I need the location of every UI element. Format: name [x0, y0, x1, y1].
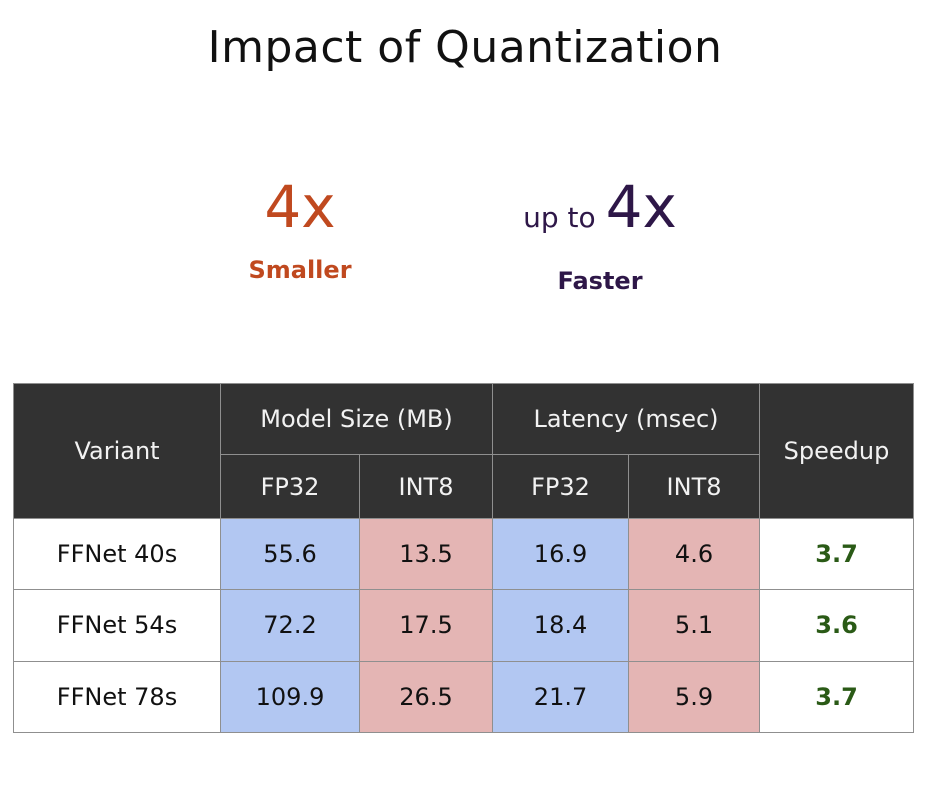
size-fp32-cell: 72.2 — [221, 590, 360, 661]
quantization-table: Variant Model Size (MB) Latency (msec) S… — [13, 383, 914, 733]
smaller-value: 4x — [200, 172, 400, 242]
header-latency: Latency (msec) — [493, 384, 760, 455]
size-int8-cell: 26.5 — [360, 661, 493, 732]
header-row-top: Variant Model Size (MB) Latency (msec) S… — [14, 384, 914, 455]
smaller-stat: 4x Smaller — [200, 172, 400, 284]
latency-fp32-cell: 16.9 — [493, 519, 629, 590]
speedup-cell: 3.7 — [760, 519, 914, 590]
variant-cell: FFNet 78s — [14, 661, 221, 732]
faster-prefix: up to — [523, 201, 596, 234]
table-row: FFNet 54s 72.2 17.5 18.4 5.1 3.6 — [14, 590, 914, 661]
size-fp32-cell: 55.6 — [221, 519, 360, 590]
header-size-fp32: FP32 — [221, 455, 360, 519]
header-model-size: Model Size (MB) — [221, 384, 493, 455]
speedup-cell: 3.6 — [760, 590, 914, 661]
latency-int8-cell: 4.6 — [629, 519, 760, 590]
latency-int8-cell: 5.9 — [629, 661, 760, 732]
header-speedup: Speedup — [760, 384, 914, 519]
smaller-label: Smaller — [200, 256, 400, 284]
page-title: Impact of Quantization — [0, 22, 930, 73]
faster-value: 4x — [606, 173, 677, 241]
faster-label: Faster — [500, 267, 700, 295]
latency-int8-cell: 5.1 — [629, 590, 760, 661]
size-int8-cell: 13.5 — [360, 519, 493, 590]
variant-cell: FFNet 54s — [14, 590, 221, 661]
faster-stat: up to 4x Faster — [500, 172, 700, 295]
table-row: FFNet 78s 109.9 26.5 21.7 5.9 3.7 — [14, 661, 914, 732]
latency-fp32-cell: 21.7 — [493, 661, 629, 732]
latency-fp32-cell: 18.4 — [493, 590, 629, 661]
header-latency-fp32: FP32 — [493, 455, 629, 519]
variant-cell: FFNet 40s — [14, 519, 221, 590]
faster-value-line: up to 4x — [500, 172, 700, 253]
header-variant: Variant — [14, 384, 221, 519]
size-fp32-cell: 109.9 — [221, 661, 360, 732]
header-latency-int8: INT8 — [629, 455, 760, 519]
table-row: FFNet 40s 55.6 13.5 16.9 4.6 3.7 — [14, 519, 914, 590]
header-size-int8: INT8 — [360, 455, 493, 519]
size-int8-cell: 17.5 — [360, 590, 493, 661]
speedup-cell: 3.7 — [760, 661, 914, 732]
